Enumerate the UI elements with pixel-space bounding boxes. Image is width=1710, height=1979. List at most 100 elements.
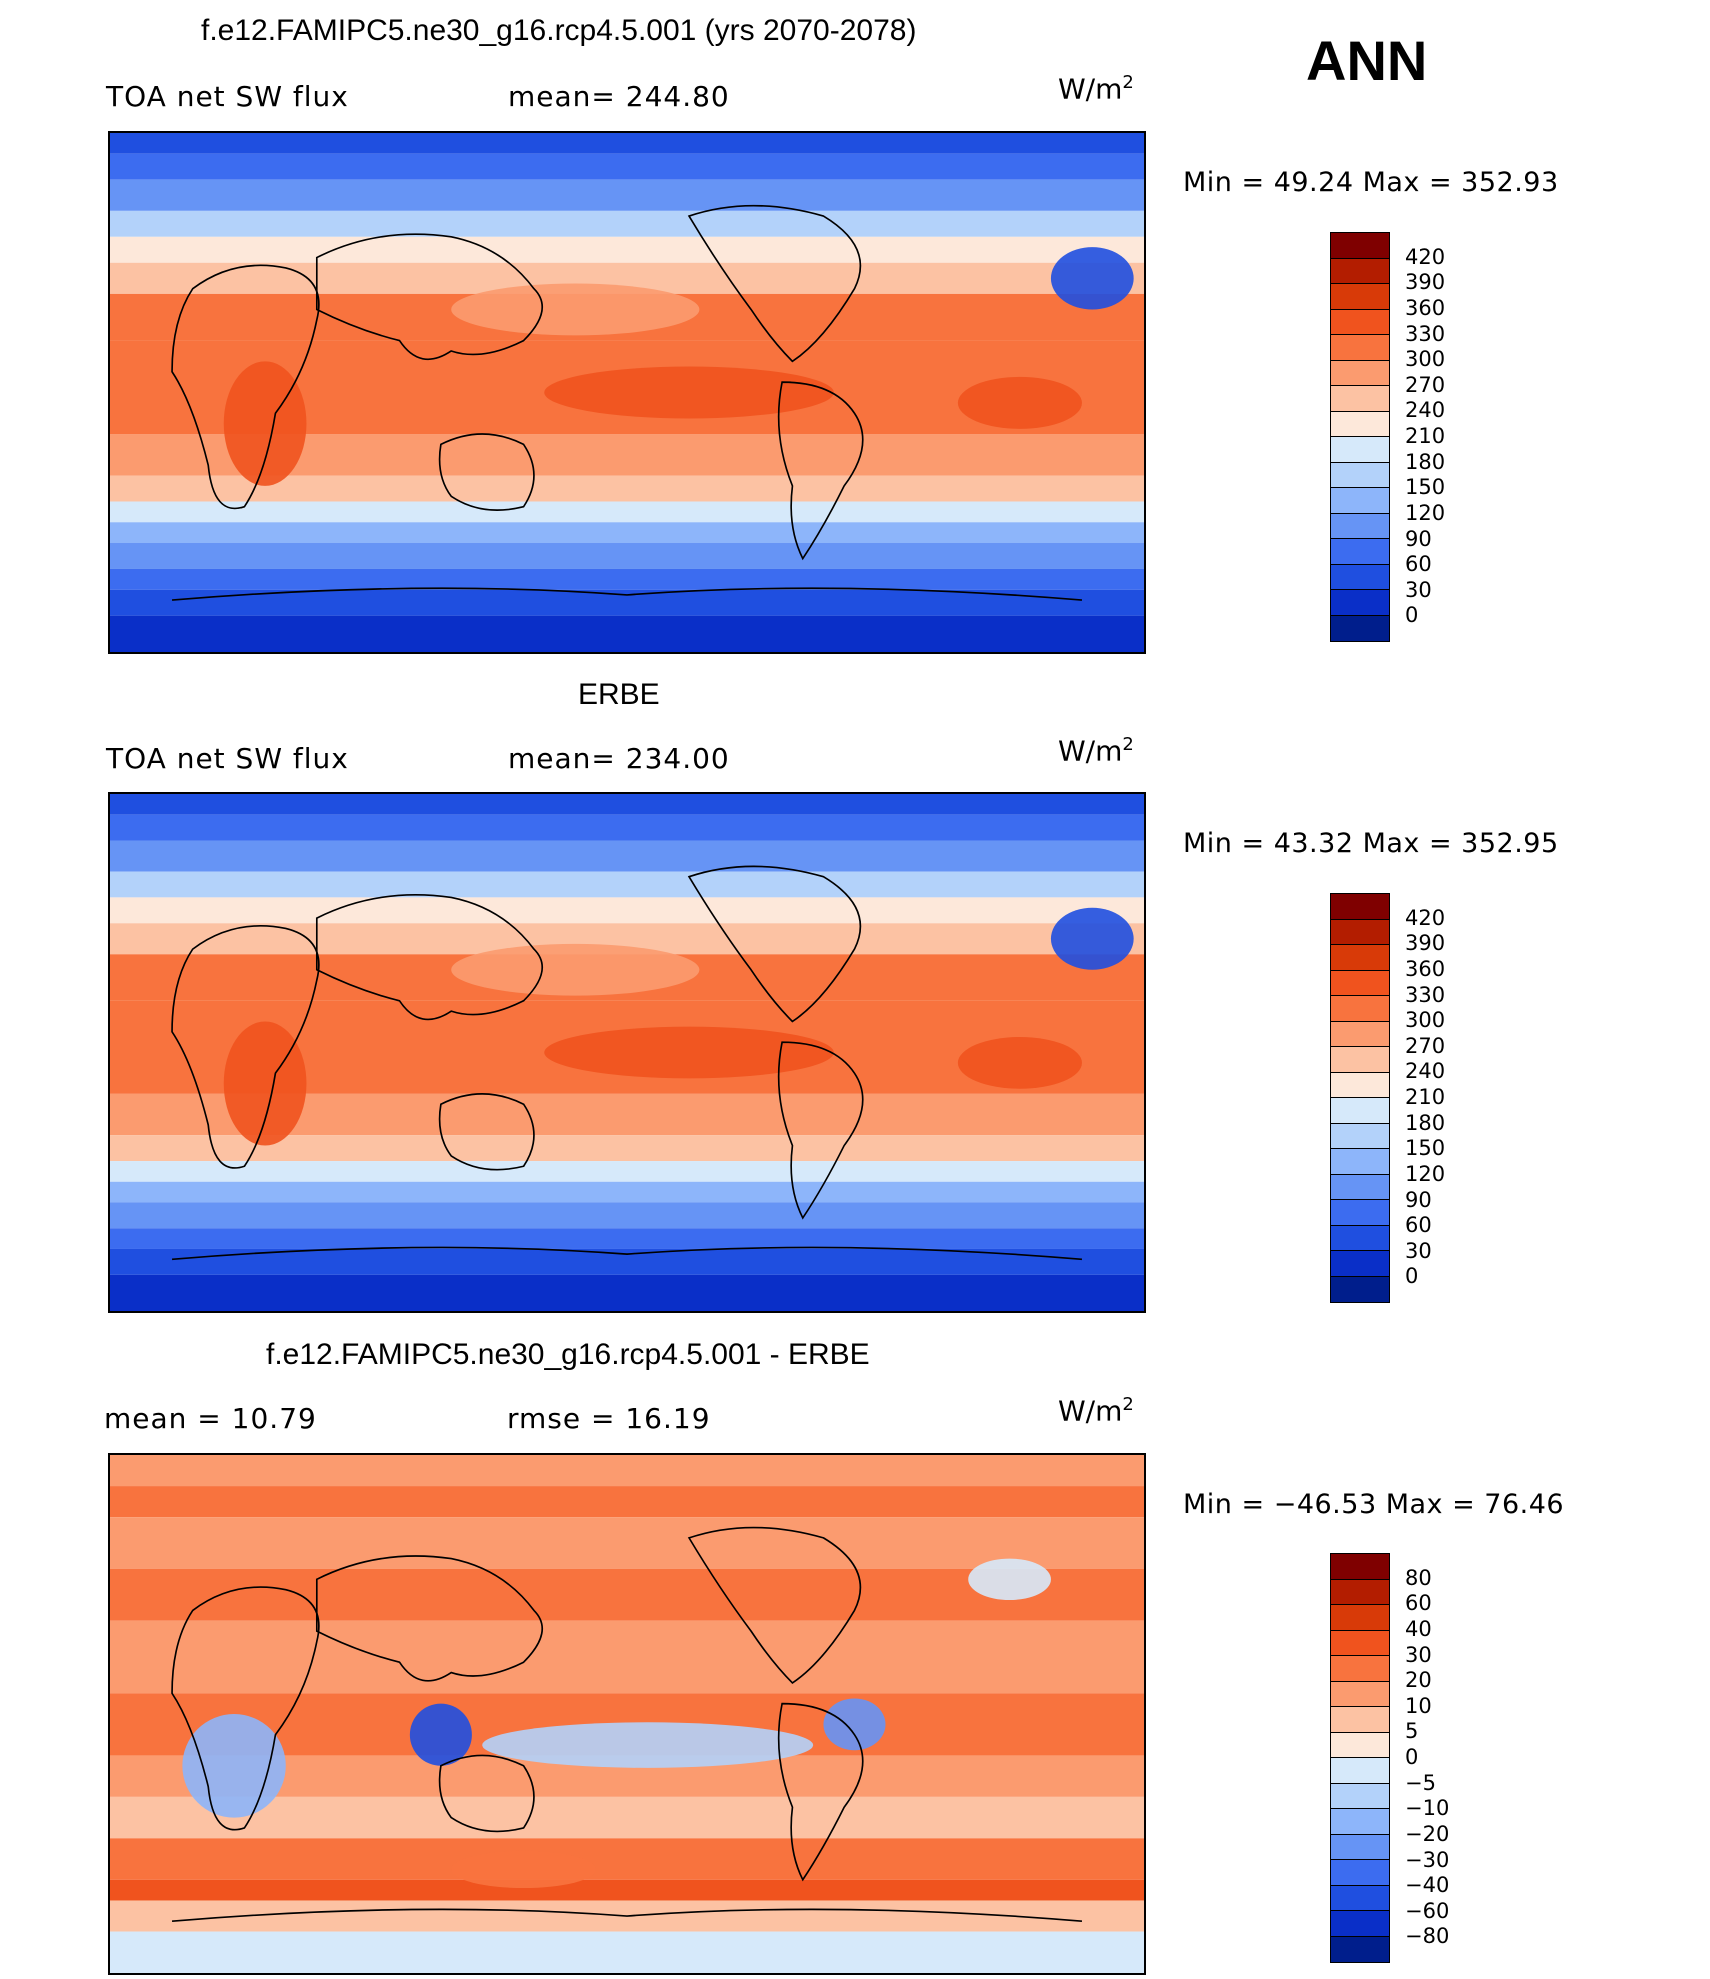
coastline <box>687 204 862 363</box>
colorbar-label: 10 <box>1405 1693 1432 1718</box>
panel3-map <box>108 1453 1146 1975</box>
field-feature <box>823 1698 886 1751</box>
colorbar-label: 90 <box>1405 1187 1432 1212</box>
colorbar-label: 390 <box>1405 270 1446 295</box>
colorbar-label: −80 <box>1405 1924 1450 1949</box>
panel2-minmax: Min = 43.32 Max = 352.95 <box>1183 828 1559 859</box>
colorbar-label: 180 <box>1405 1110 1446 1135</box>
colorbar-label: 0 <box>1405 1745 1419 1769</box>
colorbar-box <box>1331 1911 1389 1937</box>
field-band <box>110 897 1144 924</box>
colorbar-box <box>1331 513 1389 539</box>
colorbar-label: 90 <box>1405 526 1432 551</box>
colorbar-box <box>1331 1174 1389 1200</box>
colorbar-label: 270 <box>1405 372 1446 397</box>
field-band <box>110 501 1144 523</box>
colorbar-label: 30 <box>1405 577 1432 602</box>
colorbar-box <box>1331 1225 1389 1251</box>
colorbar-label: 0 <box>1405 603 1419 628</box>
colorbar-label: 20 <box>1405 1668 1432 1693</box>
colorbar-label: −5 <box>1405 1770 1436 1795</box>
colorbar-box <box>1331 1885 1389 1911</box>
colorbar-label: 60 <box>1405 1591 1432 1616</box>
field-band <box>110 179 1144 211</box>
colorbar-box <box>1331 462 1389 488</box>
colorbar-label: 240 <box>1405 1059 1446 1084</box>
colorbar-box <box>1331 894 1389 920</box>
field-band <box>110 568 1144 590</box>
panel1-minmax: Min = 49.24 Max = 352.93 <box>1183 167 1559 198</box>
coastline <box>687 1526 862 1684</box>
colorbar-label: 5 <box>1405 1719 1419 1744</box>
colorbar-box <box>1331 233 1389 259</box>
field-band <box>110 210 1144 237</box>
colorbar-label: 210 <box>1405 1085 1446 1109</box>
colorbar-box <box>1331 615 1389 641</box>
colorbar-box <box>1331 970 1389 996</box>
field-band <box>110 133 1144 154</box>
colorbar-label: 150 <box>1405 475 1446 500</box>
colorbar-box <box>1331 1047 1389 1073</box>
colorbar-label: −40 <box>1405 1873 1450 1898</box>
panel1-map-field <box>110 133 1144 652</box>
season-label: ANN <box>1306 29 1428 92</box>
colorbar-label: 30 <box>1405 1238 1432 1263</box>
colorbar-label: 180 <box>1405 449 1446 474</box>
colorbar-label: 420 <box>1405 244 1446 269</box>
colorbar-box <box>1331 1251 1389 1277</box>
field-feature <box>451 283 700 336</box>
colorbar-box <box>1331 1860 1389 1886</box>
panel2-map <box>108 792 1146 1313</box>
colorbar-box <box>1331 488 1389 514</box>
field-band <box>110 1796 1144 1839</box>
field-band <box>110 236 1144 263</box>
colorbar-box <box>1331 564 1389 590</box>
field-band <box>110 153 1144 180</box>
field-band <box>110 522 1144 544</box>
panel1-title: f.e12.FAMIPC5.ne30_g16.rcp4.5.001 (yrs 2… <box>201 14 917 47</box>
coastline <box>438 1093 535 1171</box>
colorbar-label: 360 <box>1405 956 1446 981</box>
colorbar-box <box>1331 919 1389 945</box>
colorbar-box <box>1331 1605 1389 1631</box>
field-band <box>110 1486 1144 1518</box>
colorbar-box <box>1331 1656 1389 1682</box>
coastline <box>438 1754 535 1833</box>
colorbar-box <box>1331 1123 1389 1149</box>
colorbar-label: 330 <box>1405 982 1446 1007</box>
field-band <box>110 814 1144 841</box>
field-band <box>110 543 1144 569</box>
field-band <box>110 1228 1144 1249</box>
colorbar-label: 270 <box>1405 1033 1446 1058</box>
colorbar-box <box>1331 1936 1389 1962</box>
field-feature <box>223 361 307 486</box>
colorbar-box <box>1331 1758 1389 1784</box>
colorbar-label: 120 <box>1405 1161 1446 1186</box>
panel2-title: ERBE <box>578 678 660 711</box>
panel3-map-field <box>110 1455 1144 1973</box>
field-band <box>110 1181 1144 1203</box>
coastline <box>171 1908 1083 1923</box>
field-feature <box>957 376 1082 429</box>
panel2-units: W/m2 <box>1058 734 1134 768</box>
colorbar-label: 300 <box>1405 1008 1446 1033</box>
panel2-left-label: TOA net SW flux <box>106 742 349 775</box>
colorbar-box <box>1331 284 1389 310</box>
colorbar-box <box>1331 1707 1389 1733</box>
panel2-mean-label: mean= 234.00 <box>508 742 730 775</box>
coastline <box>315 1555 543 1682</box>
colorbar-box <box>1331 945 1389 971</box>
colorbar-label: 330 <box>1405 321 1446 346</box>
colorbar-box <box>1331 1681 1389 1707</box>
panel3-minmax: Min = −46.53 Max = 76.46 <box>1183 1489 1565 1520</box>
colorbar-label: 80 <box>1405 1565 1432 1590</box>
colorbar-box <box>1331 1783 1389 1809</box>
coastline <box>171 1246 1083 1261</box>
field-feature <box>968 1558 1051 1601</box>
colorbar-label: 390 <box>1405 931 1446 956</box>
panel2-colorbar <box>1330 893 1390 1303</box>
colorbar-label: 360 <box>1405 295 1446 320</box>
field-feature <box>957 1036 1082 1089</box>
colorbar-box <box>1331 437 1389 463</box>
colorbar-box <box>1331 539 1389 565</box>
